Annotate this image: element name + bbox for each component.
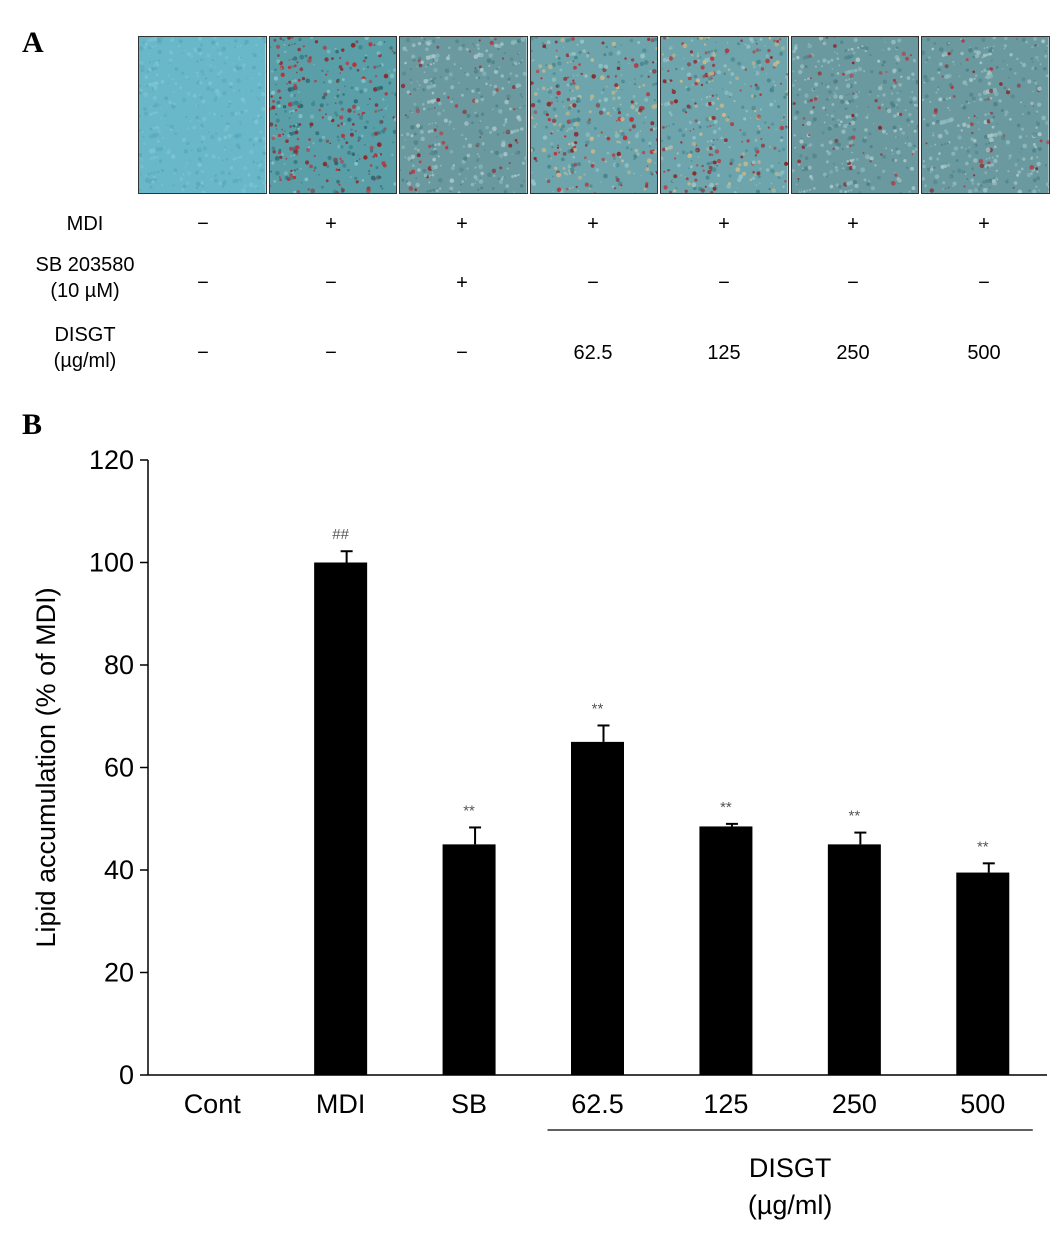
significance-label: ** xyxy=(592,700,604,717)
y-tick-label: 120 xyxy=(89,445,134,475)
cell-mdi-2: + xyxy=(456,213,468,235)
x-tick-label: MDI xyxy=(316,1089,366,1119)
micrograph-62-5 xyxy=(529,36,659,194)
micrograph-sb xyxy=(399,36,528,194)
significance-label: ** xyxy=(720,799,732,816)
cell-disgt-5: 250 xyxy=(836,342,870,364)
significance-label: ** xyxy=(977,838,989,855)
cell-sb203580-2: + xyxy=(456,272,468,294)
y-axis-label: Lipid accumulation (% of MDI) xyxy=(31,587,61,947)
y-tick-label: 0 xyxy=(119,1060,134,1090)
bar-500 xyxy=(956,872,1010,1075)
significance-label: ## xyxy=(332,526,349,543)
significance-label: ** xyxy=(849,808,861,825)
micrograph-control xyxy=(138,36,267,194)
micrograph-500 xyxy=(921,36,1051,194)
cell-disgt-1: − xyxy=(325,342,337,364)
bar-250 xyxy=(827,844,881,1075)
x-tick-label: 62.5 xyxy=(571,1089,624,1119)
x-tick-label: 250 xyxy=(832,1089,877,1119)
bar-125 xyxy=(699,826,753,1075)
bar-MDI xyxy=(314,562,368,1075)
cell-sb203580-1: − xyxy=(325,272,337,294)
cell-mdi-6: + xyxy=(978,213,990,235)
y-tick-label: 40 xyxy=(104,855,134,885)
micrograph-strip xyxy=(138,36,1051,196)
micrograph-mdi xyxy=(268,36,398,194)
y-tick-label: 60 xyxy=(104,753,134,783)
row-label-sb203580: SB 203580 (10 µM) xyxy=(35,254,135,302)
cell-sb203580-5: − xyxy=(847,272,859,294)
cell-mdi-5: + xyxy=(847,213,859,235)
cell-sb203580-6: − xyxy=(978,272,990,294)
x-tick-label: SB xyxy=(451,1089,487,1119)
y-tick-label: 20 xyxy=(104,958,134,988)
row-label-disgt: DISGT (µg/ml) xyxy=(53,324,117,372)
bar-62.5 xyxy=(571,741,624,1075)
cell-mdi-3: + xyxy=(587,213,599,235)
cell-mdi-1: + xyxy=(325,213,337,235)
cell-disgt-4: 125 xyxy=(707,342,741,364)
cell-disgt-2: − xyxy=(456,342,468,364)
x-tick-label: 125 xyxy=(703,1089,748,1119)
cell-disgt-6: 500 xyxy=(967,342,1001,364)
x-tick-label: 500 xyxy=(960,1089,1005,1119)
cell-disgt-0: − xyxy=(197,342,209,364)
cell-mdi-0: − xyxy=(197,213,209,235)
panel-b-label: B xyxy=(22,408,43,441)
cell-mdi-4: + xyxy=(718,213,730,235)
significance-label: ** xyxy=(463,802,475,819)
cell-sb203580-3: − xyxy=(587,272,599,294)
y-tick-label: 100 xyxy=(89,548,134,578)
cell-sb203580-4: − xyxy=(718,272,730,294)
micrograph-125 xyxy=(660,36,789,194)
micrograph-250 xyxy=(790,36,920,194)
x-tick-label: Cont xyxy=(184,1089,242,1119)
row-label-mdi: MDI xyxy=(66,213,104,235)
cell-disgt-3: 62.5 xyxy=(573,342,613,364)
y-tick-label: 80 xyxy=(104,650,134,680)
bar-chart: 0 20 40 60 80 100 120 Lipid accumulation (% of … xyxy=(31,445,1047,1220)
group-label: (µg/ml) xyxy=(748,1190,833,1220)
cell-sb203580-0: − xyxy=(197,272,209,294)
panel-a-label: A xyxy=(22,26,44,59)
bar-SB xyxy=(442,844,496,1075)
group-label: DISGT xyxy=(749,1153,832,1183)
